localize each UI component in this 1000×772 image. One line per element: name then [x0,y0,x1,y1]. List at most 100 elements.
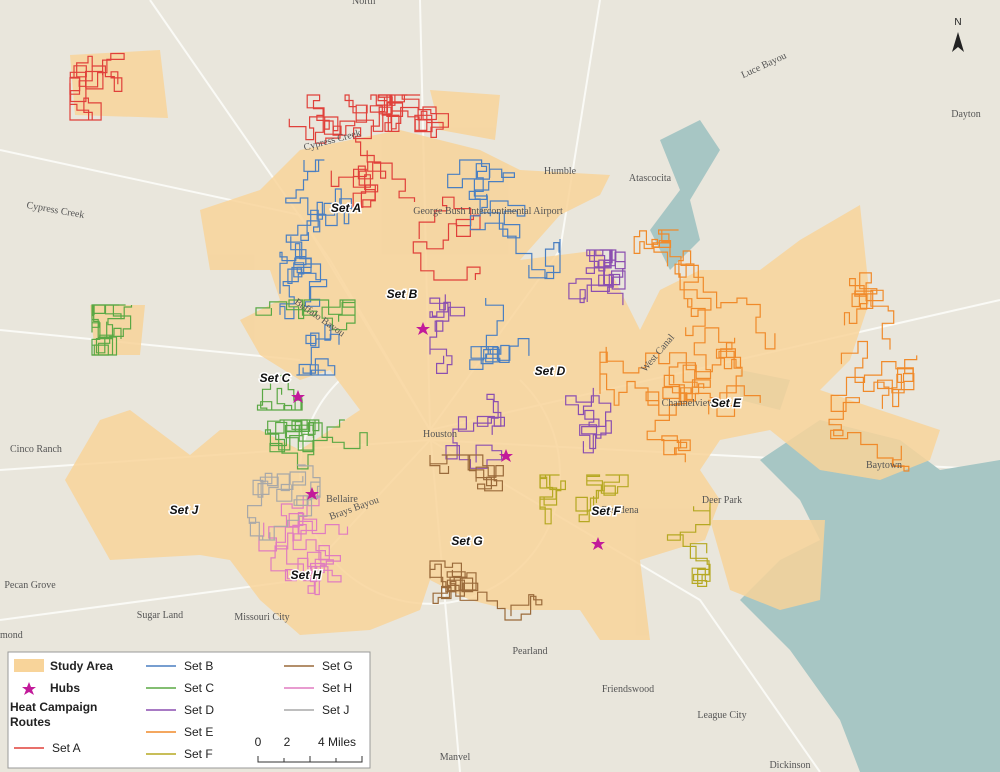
place-label: Cinco Ranch [10,444,62,455]
legend-swatch [14,659,44,672]
route [539,474,566,525]
route [599,351,688,416]
route-label: Set A [331,201,361,215]
hub [499,449,513,462]
place-label: Missouri City [234,612,289,623]
hub [416,322,430,335]
route [279,209,321,294]
legend-label: Set B [184,659,213,673]
route [828,376,910,472]
route [469,298,530,370]
route [429,560,479,604]
legend-label: Set A [52,741,81,755]
legend-label: Set E [184,725,213,739]
legend-label: Set H [322,681,352,695]
scale-bar [257,756,363,763]
route-label: Set F [591,504,621,518]
legend: Study Area Hubs Heat Campaign Routes Set… [7,651,371,769]
route [69,65,102,121]
route [843,272,895,350]
route [270,545,334,583]
hubs [291,322,605,550]
hub [591,537,605,550]
route-label: Set D [535,364,566,378]
place-label: Sugar Land [137,610,183,621]
route [646,384,736,463]
north-arrow: N [952,17,964,52]
route [585,249,626,302]
legend-routes-title: Heat Campaign Routes [10,700,98,729]
route [666,502,711,587]
route [445,393,505,469]
route-label: Set G [451,534,482,548]
route [269,419,345,470]
place-label: Friendswood [602,684,654,695]
route [429,454,504,492]
route [633,229,699,308]
hub [305,487,319,500]
place-label: North [352,0,375,7]
legend-label: Set J [322,703,349,717]
route [605,337,742,402]
place-label: Bellaire [326,494,358,505]
route [429,294,466,374]
place-label: Pecan Grove [4,580,56,591]
route [575,474,629,523]
scale-label: 0 [255,735,262,749]
place-label: Channelview [662,398,716,409]
route [840,340,918,408]
route [330,150,387,208]
north-label: N [954,17,961,28]
route-label: Set C [260,371,291,385]
legend-hubs: Hubs [50,681,80,695]
route [412,196,481,281]
legend-routes-title-box: Heat Campaign Routes [10,700,98,729]
legend-routes: Set A Set B Set C Set D Set E Set F Set G Set H… [14,659,353,761]
place-label: Pearland [513,646,548,657]
route [256,374,303,411]
route-label: Set J [170,503,199,517]
place-label: Deer Park [702,495,742,506]
legend-label: Set D [184,703,214,717]
route-label: Set H [291,568,322,582]
route [91,304,133,356]
route [369,94,449,138]
hub [291,390,305,403]
scale-label: 4 Miles [318,735,356,749]
place-label: Dickinson [769,760,810,771]
place-label: Atascocita [629,173,672,184]
route [69,52,125,95]
legend-label: Set F [184,747,213,761]
legend-label: Set C [184,681,214,695]
route [249,464,321,541]
place-label: George Bush Intercontinental Airport [413,206,563,217]
place-label: Dayton [951,109,980,120]
legend-label: Set G [322,659,353,673]
place-label: Baytown [866,460,902,471]
route [429,563,543,621]
route [469,168,561,280]
legend-study-area: Study Area [50,659,113,673]
routes [69,52,918,621]
route [255,299,356,331]
place-label: Houston [423,429,457,440]
route-label: Set B [387,287,418,301]
route [447,159,526,239]
route [247,471,307,524]
place-label: Humble [544,166,577,177]
route [285,159,352,227]
route [288,94,356,144]
route [91,304,122,356]
scale-label: 2 [284,735,291,749]
route-label: Set E [711,396,742,410]
place-label: League City [697,710,746,721]
place-label: mond [0,630,23,641]
route [264,419,368,451]
route [279,236,328,320]
place-label: Manvel [440,752,471,763]
route [565,387,612,454]
legend-hub-icon [22,682,36,695]
place-label: Pasadena [601,505,639,516]
route [674,250,776,350]
